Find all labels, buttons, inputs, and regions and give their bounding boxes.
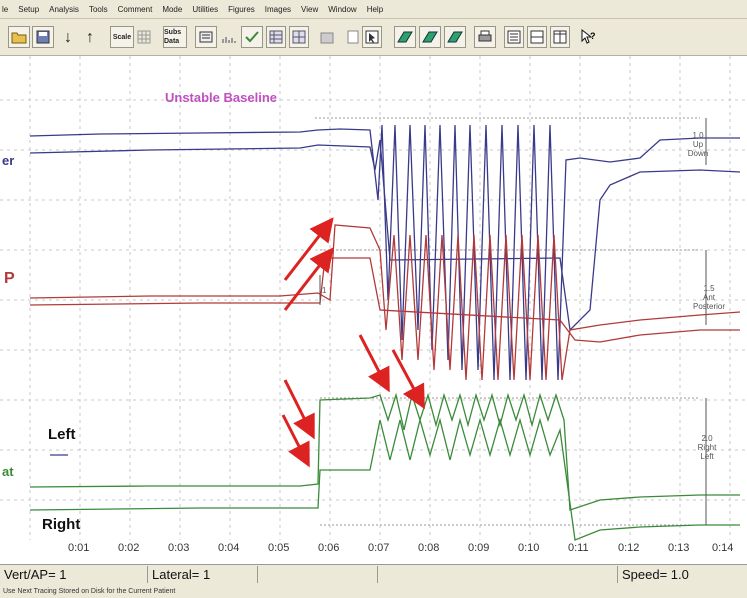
menu-file[interactable]: le xyxy=(2,4,9,14)
time-tick: 0:14 xyxy=(712,542,734,554)
arrow-up-icon[interactable]: ↑ xyxy=(86,28,94,46)
channel-bottom-label: at xyxy=(2,464,14,479)
page-icon[interactable] xyxy=(344,26,362,48)
status-bar: Vert/AP= 1 Lateral= 1 Speed= 1.0 xyxy=(0,564,747,585)
mid-traces xyxy=(29,224,741,381)
menu-images[interactable]: Images xyxy=(264,4,292,14)
plot-title: Unstable Baseline xyxy=(165,90,277,105)
help-pointer-icon[interactable]: ? xyxy=(578,26,600,48)
menu-figures[interactable]: Figures xyxy=(228,4,255,14)
print-icon[interactable] xyxy=(474,26,496,48)
reference-lines xyxy=(315,117,700,526)
menu-analysis[interactable]: Analysis xyxy=(49,4,79,14)
menu-setup[interactable]: Setup xyxy=(18,4,40,14)
right-scale: 2.0 Right Left xyxy=(697,434,717,461)
menu-comment[interactable]: Comment xyxy=(117,4,153,14)
message-bar: Use Next Tracing Stored on Disk for the … xyxy=(0,585,747,598)
channel-1-icon[interactable] xyxy=(394,26,416,48)
cursor-select-icon[interactable] xyxy=(362,26,382,48)
toolbar: ↓ ↑ Scale Subs Data xyxy=(0,19,747,56)
window-icon[interactable] xyxy=(318,26,336,48)
status-cell-empty-1 xyxy=(258,566,378,583)
time-tick: 0:02 xyxy=(118,542,140,554)
menu-help[interactable]: Help xyxy=(366,4,384,14)
time-tick: 0:10 xyxy=(518,542,540,554)
save-icon[interactable] xyxy=(32,26,54,48)
menu-bar: le Setup Analysis Tools Comment Mode Uti… xyxy=(0,0,747,19)
top-traces xyxy=(29,124,741,381)
check-icon[interactable] xyxy=(241,26,263,48)
time-tick: 0:13 xyxy=(668,542,690,554)
split-horizontal-icon[interactable] xyxy=(527,26,547,48)
left-label: Left xyxy=(48,426,76,443)
time-tick: 0:03 xyxy=(168,542,190,554)
time-tick: 0:05 xyxy=(268,542,290,554)
time-tick: 0:04 xyxy=(218,542,240,554)
lateral-status: Lateral= 1 xyxy=(148,566,258,583)
menu-utilities[interactable]: Utilities xyxy=(192,4,219,14)
table-grid-icon[interactable] xyxy=(289,26,309,48)
right-label: Right xyxy=(42,516,81,533)
menu-mode[interactable]: Mode xyxy=(162,4,183,14)
svg-text:?: ? xyxy=(590,31,596,41)
anterior-scale: 1.5 Ant Posterior xyxy=(692,284,725,311)
arrow-down-icon[interactable]: ↓ xyxy=(64,28,72,46)
menu-view[interactable]: View xyxy=(301,4,319,14)
time-tick: 0:07 xyxy=(368,542,390,554)
bar-chart-icon[interactable] xyxy=(219,26,239,48)
tracing-plot[interactable]: Unstable Baseline er P at Left Right 1 1… xyxy=(0,56,747,564)
channel-mid-label: P xyxy=(4,270,15,287)
table-view-icon[interactable] xyxy=(266,26,286,48)
speed-status: Speed= 1.0 xyxy=(622,567,689,582)
channel-2-icon[interactable] xyxy=(419,26,441,48)
time-tick: 0:11 xyxy=(568,542,589,554)
vert-ap-status: Vert/AP= 1 xyxy=(0,566,148,583)
open-folder-icon[interactable] xyxy=(8,26,30,48)
channel-top-label: er xyxy=(2,153,15,168)
updown-scale: 1.0 Up Down xyxy=(687,131,709,158)
bottom-traces xyxy=(29,392,740,541)
time-tick: 0:12 xyxy=(618,542,640,554)
list-view-icon[interactable] xyxy=(504,26,524,48)
annotation-arrows xyxy=(281,217,425,468)
time-tick: 0:09 xyxy=(468,542,490,554)
status-cell-empty-2 xyxy=(378,566,618,583)
time-tick: 0:08 xyxy=(418,542,440,554)
time-tick: 0:01 xyxy=(68,542,90,554)
time-tick: 0:06 xyxy=(318,542,340,554)
menu-tools[interactable]: Tools xyxy=(88,4,108,14)
split-vertical-icon[interactable] xyxy=(550,26,570,48)
print-preview-icon[interactable] xyxy=(195,26,217,48)
scale-brackets xyxy=(319,118,707,525)
grid-verticals xyxy=(0,56,747,540)
menu-window[interactable]: Window xyxy=(328,4,357,14)
channel-3-icon[interactable] xyxy=(444,26,466,48)
subtract-data-button[interactable]: Subs Data xyxy=(163,26,187,48)
scale-button[interactable]: Scale xyxy=(110,26,134,48)
grid-icon[interactable] xyxy=(136,26,152,48)
small-marker-label: 1 xyxy=(322,286,327,295)
